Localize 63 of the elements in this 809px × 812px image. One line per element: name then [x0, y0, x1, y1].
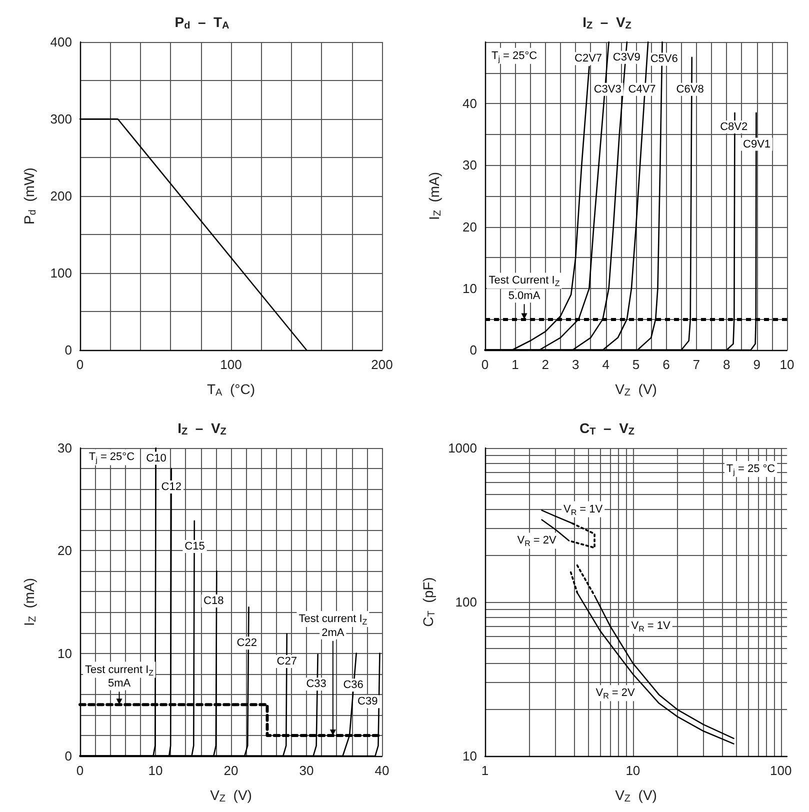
x-tick-label: 1 — [481, 763, 489, 778]
y-tick-label: 10 — [462, 280, 477, 296]
x-tick-label: 40 — [374, 763, 390, 778]
annotation: 2mA — [322, 626, 345, 639]
y-tick-label: 10 — [58, 646, 72, 661]
y-axis-title: IZ (mA) — [21, 578, 38, 626]
x-tick-label: 10 — [780, 357, 794, 372]
y-tick-label: 200 — [50, 188, 72, 204]
y-tick-label: 0 — [64, 342, 72, 358]
x-tick-label: 9 — [753, 357, 760, 372]
annotation: 5.0mA — [508, 290, 541, 302]
annotation: C8V2 — [720, 121, 748, 134]
annotation: 5mA — [108, 678, 132, 690]
x-tick-label: 30 — [299, 763, 314, 778]
annotation: C39 — [358, 696, 378, 708]
annotation: C33 — [306, 678, 326, 690]
annotation: C3V3 — [594, 83, 622, 96]
annotation: C12 — [161, 481, 182, 494]
x-tick-label: 20 — [224, 763, 238, 778]
x-tick-label: 10 — [148, 763, 163, 778]
x-tick-label: 6 — [662, 357, 670, 372]
x-tick-label: 10 — [626, 763, 640, 778]
y-tick-label: 20 — [462, 219, 477, 234]
x-tick-label: 100 — [770, 763, 792, 778]
x-tick-label: 2 — [542, 357, 550, 372]
y-tick-label: 300 — [50, 112, 72, 126]
y-tick-label: 20 — [58, 543, 72, 558]
x-tick-label: 0 — [481, 357, 489, 372]
x-tick-label: 3 — [572, 357, 580, 372]
y-tick-label: 1000 — [448, 440, 477, 456]
y-tick-label: 30 — [58, 440, 72, 456]
y-tick-label: 30 — [462, 158, 477, 173]
annotation: C3V9 — [612, 51, 640, 64]
annotation: C4V7 — [628, 83, 656, 96]
annotation: C27 — [276, 656, 297, 668]
annotation: C18 — [204, 594, 224, 607]
x-tick-label: 0 — [76, 357, 84, 372]
x-tick-label: 5 — [632, 357, 640, 372]
x-tick-label: 0 — [76, 763, 84, 778]
x-tick-label: 200 — [371, 357, 393, 372]
x-tick-label: 1 — [512, 357, 519, 372]
annotation: C9V1 — [743, 138, 771, 150]
x-tick-label: 100 — [220, 357, 242, 372]
y-tick-label: 100 — [50, 266, 72, 280]
y-tick-label: 400 — [50, 34, 72, 50]
y-tick-label: 100 — [455, 594, 477, 610]
y-axis-title: CT (pF) — [420, 577, 438, 627]
x-tick-label: 4 — [602, 357, 610, 372]
annotation: C15 — [184, 540, 205, 553]
annotation: C36 — [343, 679, 364, 692]
y-tick-label: 10 — [462, 748, 477, 764]
y-axis-title: Pd (mW) — [21, 168, 38, 224]
annotation: C6V8 — [676, 83, 704, 96]
annotation: C10 — [146, 452, 166, 464]
y-axis-title: IZ (mA) — [426, 172, 444, 220]
y-tick-label: 40 — [462, 96, 477, 112]
annotation: C5V6 — [650, 53, 678, 66]
x-tick-label: 8 — [722, 357, 730, 372]
y-tick-label: 0 — [64, 748, 72, 764]
annotation: C2V7 — [574, 52, 602, 65]
x-tick-label: 7 — [692, 357, 700, 372]
annotation: C22 — [236, 637, 257, 650]
y-tick-label: 0 — [470, 342, 477, 358]
